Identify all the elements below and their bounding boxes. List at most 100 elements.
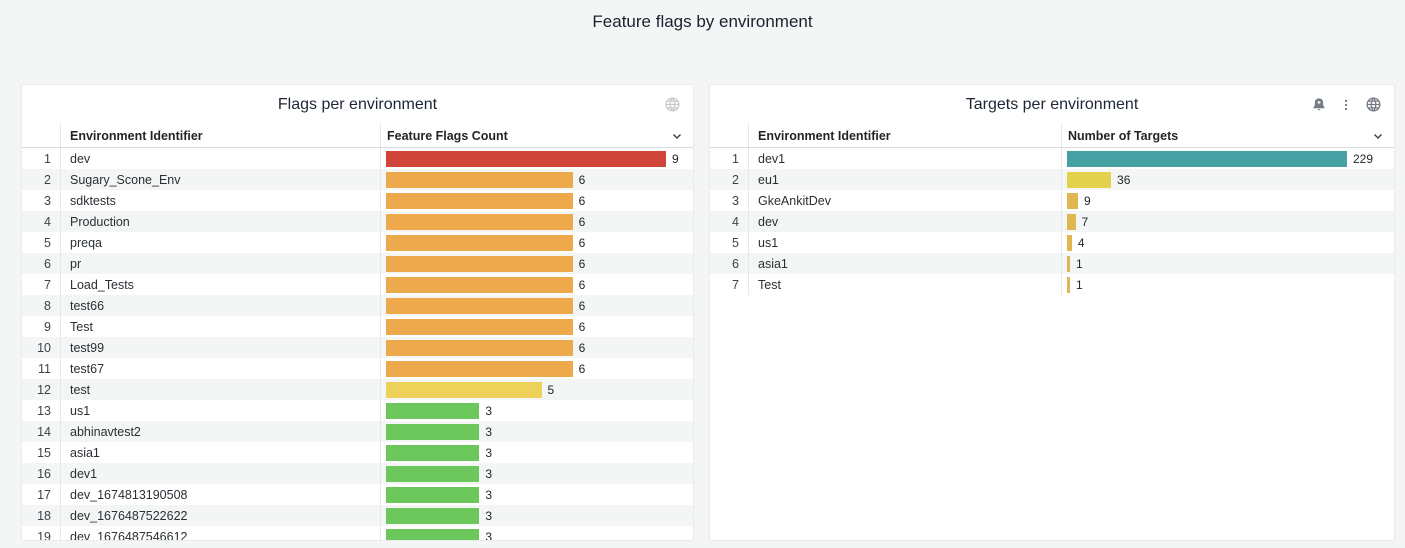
environment-cell: us1 — [748, 232, 1061, 253]
globe-icon[interactable] — [1365, 96, 1382, 113]
gauge-cell: 6 — [380, 232, 693, 253]
environment-cell: eu1 — [748, 169, 1061, 190]
gauge-value: 36 — [1117, 172, 1131, 187]
table-row: 11 test67 6 — [22, 358, 693, 379]
row-index: 5 — [44, 235, 51, 250]
globe-icon[interactable] — [664, 96, 681, 113]
environment-cell: Sugary_Scone_Env — [60, 169, 380, 190]
table-body: 1 dev 9 2 Sugary_Scone_Env 6 3 sdktests 6 4 Produc… — [22, 148, 693, 541]
gauge-value: 229 — [1353, 151, 1374, 166]
gauge-bar — [386, 276, 573, 293]
chevron-down-icon[interactable] — [1371, 129, 1385, 143]
environment-cell: dev — [60, 148, 380, 169]
column-header-environment[interactable]: Environment Identifier — [60, 124, 380, 147]
gauge-bar — [386, 171, 573, 188]
chevron-down-icon[interactable] — [670, 129, 684, 143]
panel-header-icons — [1311, 85, 1382, 124]
gauge-cell: 9 — [1061, 190, 1394, 211]
table-header: Environment Identifier Number of Targets — [710, 124, 1394, 148]
row-index: 4 — [44, 214, 51, 229]
gauge-value: 3 — [485, 529, 493, 541]
gauge-cell: 6 — [380, 274, 693, 295]
gauge-bar — [386, 444, 480, 461]
table-row: 4 dev 7 — [710, 211, 1394, 232]
gauge-cell: 6 — [380, 358, 693, 379]
environment-cell: us1 — [60, 400, 380, 421]
gauge-value: 1 — [1076, 256, 1083, 271]
environment-cell: test67 — [60, 358, 380, 379]
table-row: 4 Production 6 — [22, 211, 693, 232]
row-index: 11 — [38, 361, 51, 376]
gauge-cell: 6 — [380, 337, 693, 358]
table-row: 16 dev1 3 — [22, 463, 693, 484]
environment-cell: dev1 — [60, 463, 380, 484]
gauge-bar — [1067, 276, 1070, 293]
gauge-value: 3 — [485, 466, 493, 481]
environment-cell: test66 — [60, 295, 380, 316]
gauge-cell: 4 — [1061, 232, 1394, 253]
row-index: 12 — [37, 382, 51, 397]
table-row: 5 us1 4 — [710, 232, 1394, 253]
panel-title[interactable]: Targets per environment — [965, 95, 1139, 113]
table-row: 2 Sugary_Scone_Env 6 — [22, 169, 693, 190]
gauge-bar — [1067, 234, 1072, 251]
gauge-bar — [386, 465, 480, 482]
panel-title[interactable]: Flags per environment — [277, 95, 438, 113]
row-index: 3 — [732, 193, 739, 208]
gauge-bar — [386, 360, 573, 377]
table-row: 2 eu1 36 — [710, 169, 1394, 190]
gauge-value: 6 — [578, 298, 586, 313]
environment-cell: test99 — [60, 337, 380, 358]
gauge-cell: 1 — [1061, 253, 1394, 274]
gauge-value: 9 — [1084, 193, 1091, 208]
alert-bell-plus-icon[interactable] — [1311, 97, 1327, 113]
gauge-value: 6 — [578, 277, 586, 292]
gauge-bar — [1067, 255, 1070, 272]
column-header-environment[interactable]: Environment Identifier — [748, 124, 1061, 147]
gauge-value: 9 — [672, 151, 679, 166]
environment-cell: GkeAnkitDev — [748, 190, 1061, 211]
table-row: 3 sdktests 6 — [22, 190, 693, 211]
table-row: 9 Test 6 — [22, 316, 693, 337]
table-body: 1 dev1 229 2 eu1 36 3 GkeAnkitDev 9 4 dev 7 5 us1 4 6 as… — [710, 148, 1394, 295]
gauge-value: 6 — [578, 235, 586, 250]
row-index: 6 — [732, 256, 739, 271]
gauge-bar — [386, 507, 480, 524]
gauge-cell: 3 — [380, 400, 693, 421]
gauge-cell: 6 — [380, 211, 693, 232]
row-index: 4 — [732, 214, 739, 229]
table-row: 8 test66 6 — [22, 295, 693, 316]
table-row: 15 asia1 3 — [22, 442, 693, 463]
environment-cell: Load_Tests — [60, 274, 380, 295]
table-row: 10 test99 6 — [22, 337, 693, 358]
row-index: 9 — [44, 319, 51, 334]
column-header-value[interactable]: Number of Targets — [1061, 124, 1394, 147]
kebab-menu-icon[interactable] — [1339, 98, 1353, 112]
gauge-cell: 229 — [1061, 148, 1394, 169]
gauge-value: 6 — [578, 214, 586, 229]
panel-flags-per-environment: Flags per environment Environment Identi… — [21, 84, 694, 541]
gauge-bar — [1067, 171, 1112, 188]
gauge-bar — [1067, 192, 1078, 209]
gauge-value: 3 — [485, 403, 493, 418]
gauge-bar — [386, 318, 573, 335]
gauge-cell: 9 — [380, 148, 693, 169]
row-index: 16 — [37, 466, 51, 481]
environment-cell: sdktests — [60, 190, 380, 211]
gauge-value: 6 — [578, 172, 586, 187]
table-row: 13 us1 3 — [22, 400, 693, 421]
table-row: 1 dev 9 — [22, 148, 693, 169]
gauge-bar — [386, 234, 573, 251]
row-index: 7 — [732, 277, 739, 292]
column-header-value[interactable]: Feature Flags Count — [380, 124, 693, 147]
gauge-value: 3 — [485, 508, 493, 523]
row-index: 8 — [44, 298, 51, 313]
gauge-bar — [1067, 150, 1347, 167]
row-index: 1 — [44, 151, 51, 166]
gauge-value: 3 — [485, 445, 493, 460]
gauge-cell: 7 — [1061, 211, 1394, 232]
gauge-bar — [386, 528, 480, 540]
row-index: 14 — [37, 424, 51, 439]
gauge-cell: 3 — [380, 442, 693, 463]
table-row: 1 dev1 229 — [710, 148, 1394, 169]
